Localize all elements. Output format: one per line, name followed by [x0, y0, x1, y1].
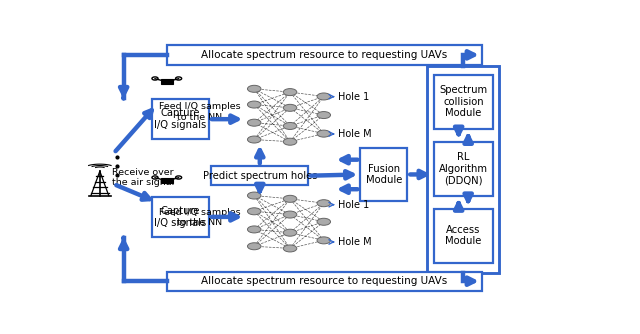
FancyBboxPatch shape — [152, 197, 209, 237]
Circle shape — [284, 229, 297, 236]
FancyBboxPatch shape — [428, 66, 499, 273]
Circle shape — [248, 119, 261, 126]
Circle shape — [317, 93, 330, 100]
Text: Feed I/Q samples
to the NN: Feed I/Q samples to the NN — [159, 103, 241, 122]
Text: Fusion
Module: Fusion Module — [365, 164, 402, 185]
FancyBboxPatch shape — [167, 272, 482, 291]
Text: Allocate spectrum resource to requesting UAVs: Allocate spectrum resource to requesting… — [201, 276, 447, 286]
Text: Hole 1: Hole 1 — [338, 92, 369, 102]
FancyBboxPatch shape — [434, 75, 493, 129]
Text: Spectrum
collision
Module: Spectrum collision Module — [439, 85, 488, 119]
Circle shape — [284, 245, 297, 252]
Circle shape — [284, 211, 297, 218]
Text: Access
Module: Access Module — [445, 225, 481, 246]
Circle shape — [248, 208, 261, 215]
FancyBboxPatch shape — [360, 148, 407, 201]
FancyBboxPatch shape — [161, 178, 173, 183]
Circle shape — [284, 195, 297, 202]
Circle shape — [248, 85, 261, 92]
Text: Capture
I/Q signals: Capture I/Q signals — [154, 108, 207, 130]
Text: Capture
I/Q signals: Capture I/Q signals — [154, 206, 207, 228]
Circle shape — [248, 243, 261, 250]
Circle shape — [248, 101, 261, 108]
Text: Allocate spectrum resource to requesting UAVs: Allocate spectrum resource to requesting… — [201, 50, 447, 60]
FancyBboxPatch shape — [211, 166, 308, 185]
Circle shape — [284, 104, 297, 111]
Text: Hole M: Hole M — [338, 129, 372, 139]
Circle shape — [284, 138, 297, 145]
Text: Predict spectrum holes: Predict spectrum holes — [202, 171, 317, 181]
Text: Hole 1: Hole 1 — [338, 200, 369, 210]
Circle shape — [248, 226, 261, 233]
Text: Hole M: Hole M — [338, 237, 372, 247]
FancyBboxPatch shape — [152, 99, 209, 139]
Circle shape — [284, 89, 297, 96]
FancyBboxPatch shape — [434, 208, 493, 263]
FancyBboxPatch shape — [167, 45, 482, 64]
FancyBboxPatch shape — [434, 142, 493, 196]
Circle shape — [317, 130, 330, 137]
Circle shape — [317, 112, 330, 119]
Circle shape — [284, 123, 297, 130]
Text: RL
Algorithm
(DDQN): RL Algorithm (DDQN) — [439, 152, 488, 185]
Text: Receive over
the air signal: Receive over the air signal — [112, 168, 175, 187]
Circle shape — [317, 218, 330, 225]
FancyBboxPatch shape — [161, 79, 173, 84]
Circle shape — [248, 136, 261, 143]
Circle shape — [317, 237, 330, 244]
Circle shape — [317, 200, 330, 207]
Text: Feed I/Q samples
to the NN: Feed I/Q samples to the NN — [159, 208, 241, 227]
Circle shape — [248, 192, 261, 199]
